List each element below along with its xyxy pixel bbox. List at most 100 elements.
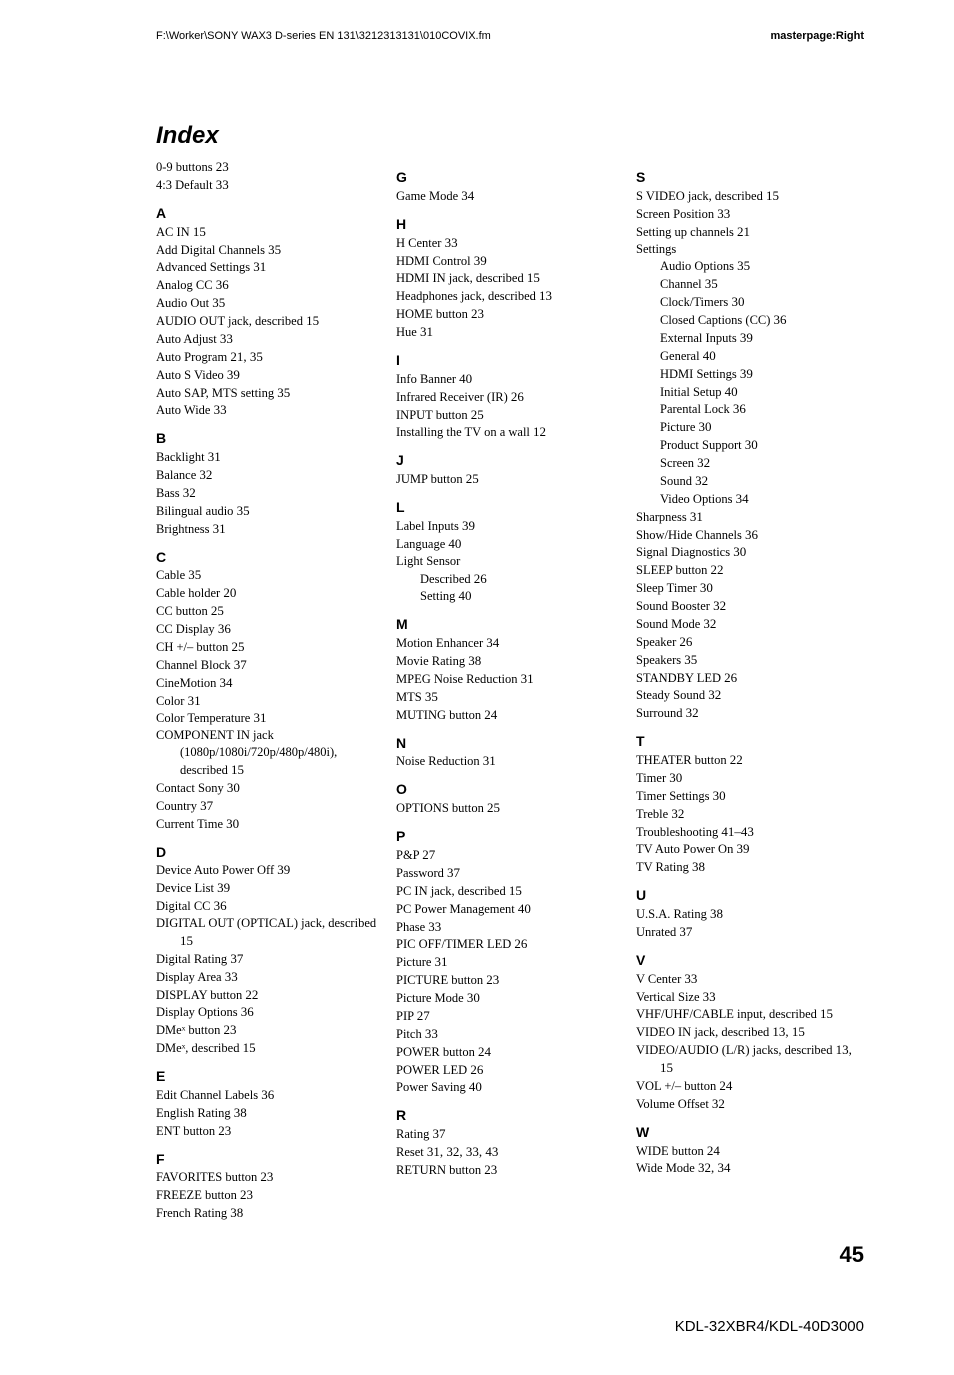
index-entry: Channel Block 37 bbox=[156, 656, 384, 674]
index-entry: Timer Settings 30 bbox=[636, 787, 864, 805]
index-entry: RETURN button 23 bbox=[396, 1161, 624, 1179]
index-entry: Infrared Receiver (IR) 26 bbox=[396, 388, 624, 406]
index-letter: E bbox=[156, 1067, 384, 1086]
index-letter: T bbox=[636, 732, 864, 751]
index-entry: Volume Offset 32 bbox=[636, 1095, 864, 1113]
index-entry: Auto S Video 39 bbox=[156, 366, 384, 384]
index-entry: Phase 33 bbox=[396, 918, 624, 936]
index-entry: JUMP button 25 bbox=[396, 470, 624, 488]
index-entry: Auto SAP, MTS setting 35 bbox=[156, 384, 384, 402]
index-entry: VIDEO/AUDIO (L/R) jacks, described 13, 1… bbox=[636, 1041, 864, 1077]
index-title: Index bbox=[156, 122, 864, 150]
index-entry: PICTURE button 23 bbox=[396, 971, 624, 989]
index-entry: PC IN jack, described 15 bbox=[396, 882, 624, 900]
index-entry: 4:3 Default 33 bbox=[156, 176, 384, 194]
index-entry: Password 37 bbox=[396, 864, 624, 882]
index-entry: TV Auto Power On 39 bbox=[636, 840, 864, 858]
index-entry: Language 40 bbox=[396, 535, 624, 553]
index-entry: Channel 35 bbox=[660, 275, 864, 293]
index-entry: DMeˣ button 23 bbox=[156, 1021, 384, 1039]
index-entry: MPEG Noise Reduction 31 bbox=[396, 670, 624, 688]
index-letter: F bbox=[156, 1150, 384, 1169]
index-entry: Sound 32 bbox=[660, 472, 864, 490]
index-entry: Display Area 33 bbox=[156, 968, 384, 986]
index-entry: Settings bbox=[636, 241, 864, 258]
index-entry: Power Saving 40 bbox=[396, 1078, 624, 1096]
index-entry: Signal Diagnostics 30 bbox=[636, 543, 864, 561]
index-entry: CC button 25 bbox=[156, 602, 384, 620]
index-entry: Device List 39 bbox=[156, 879, 384, 897]
index-entry: Rating 37 bbox=[396, 1125, 624, 1143]
index-letter: P bbox=[396, 827, 624, 846]
index-entry: Initial Setup 40 bbox=[660, 383, 864, 401]
index-letter: G bbox=[396, 168, 624, 187]
index-entry: Sleep Timer 30 bbox=[636, 579, 864, 597]
index-entry: Motion Enhancer 34 bbox=[396, 634, 624, 652]
index-entry: CC Display 36 bbox=[156, 620, 384, 638]
index-letter: S bbox=[636, 168, 864, 187]
index-letter: D bbox=[156, 843, 384, 862]
index-entry: Described 26 bbox=[420, 570, 624, 588]
index-columns: 0-9 buttons 234:3 Default 33AAC IN 15Add… bbox=[156, 158, 864, 1222]
index-entry: PIP 27 bbox=[396, 1007, 624, 1025]
index-entry: VHF/UHF/CABLE input, described 15 bbox=[636, 1005, 864, 1023]
index-entry: Wide Mode 32, 34 bbox=[636, 1159, 864, 1177]
index-entry: Bilingual audio 35 bbox=[156, 502, 384, 520]
index-entry: PIC OFF/TIMER LED 26 bbox=[396, 935, 624, 953]
index-letter: L bbox=[396, 498, 624, 517]
index-entry: Show/Hide Channels 36 bbox=[636, 526, 864, 544]
index-entry: AC IN 15 bbox=[156, 223, 384, 241]
column-1: 0-9 buttons 234:3 Default 33AAC IN 15Add… bbox=[156, 158, 384, 1222]
index-entry: Digital Rating 37 bbox=[156, 950, 384, 968]
index-letter: R bbox=[396, 1106, 624, 1125]
index-entry: Video Options 34 bbox=[660, 490, 864, 508]
index-entry: AUDIO OUT jack, described 15 bbox=[156, 312, 384, 330]
index-entry: U.S.A. Rating 38 bbox=[636, 905, 864, 923]
index-entry: Picture 30 bbox=[660, 418, 864, 436]
index-entry: Device Auto Power Off 39 bbox=[156, 861, 384, 879]
index-entry: DMeˣ, described 15 bbox=[156, 1039, 384, 1057]
index-letter: H bbox=[396, 215, 624, 234]
index-entry: COMPONENT IN jack (1080p/1080i/720p/480p… bbox=[156, 727, 384, 779]
index-entry: Contact Sony 30 bbox=[156, 779, 384, 797]
index-entry: FREEZE button 23 bbox=[156, 1186, 384, 1204]
index-entry: Auto Wide 33 bbox=[156, 401, 384, 419]
index-entry: V Center 33 bbox=[636, 970, 864, 988]
index-entry: Bass 32 bbox=[156, 484, 384, 502]
index-entry: Sound Booster 32 bbox=[636, 597, 864, 615]
index-entry: HDMI Settings 39 bbox=[660, 365, 864, 383]
index-entry: Picture 31 bbox=[396, 953, 624, 971]
index-entry: DIGITAL OUT (OPTICAL) jack, described 15 bbox=[156, 915, 384, 950]
index-entry: Add Digital Channels 35 bbox=[156, 241, 384, 259]
index-entry: OPTIONS button 25 bbox=[396, 799, 624, 817]
index-entry: HDMI IN jack, described 15 bbox=[396, 269, 624, 287]
model-footer: KDL-32XBR4/KDL-40D3000 bbox=[156, 1318, 864, 1335]
index-entry: Setting 40 bbox=[420, 587, 624, 605]
index-entry: Troubleshooting 41–43 bbox=[636, 823, 864, 841]
index-entry: MUTING button 24 bbox=[396, 706, 624, 724]
index-entry: Light Sensor bbox=[396, 553, 624, 570]
index-entry: Brightness 31 bbox=[156, 520, 384, 538]
index-entry: Country 37 bbox=[156, 797, 384, 815]
index-letter: N bbox=[396, 734, 624, 753]
index-entry: HDMI Control 39 bbox=[396, 252, 624, 270]
index-entry: Picture Mode 30 bbox=[396, 989, 624, 1007]
index-entry: Vertical Size 33 bbox=[636, 988, 864, 1006]
index-entry: English Rating 38 bbox=[156, 1104, 384, 1122]
page-number: 45 bbox=[156, 1242, 864, 1268]
index-entry: Installing the TV on a wall 12 bbox=[396, 423, 624, 441]
column-2: GGame Mode 34HH Center 33HDMI Control 39… bbox=[396, 158, 624, 1222]
index-letter: W bbox=[636, 1123, 864, 1142]
index-entry: S VIDEO jack, described 15 bbox=[636, 187, 864, 205]
index-entry: Info Banner 40 bbox=[396, 370, 624, 388]
index-entry: General 40 bbox=[660, 347, 864, 365]
index-entry: Auto Program 21, 35 bbox=[156, 348, 384, 366]
index-letter: O bbox=[396, 780, 624, 799]
index-entry: Clock/Timers 30 bbox=[660, 293, 864, 311]
index-entry: Auto Adjust 33 bbox=[156, 330, 384, 348]
index-entry: French Rating 38 bbox=[156, 1204, 384, 1222]
index-entry: Screen 32 bbox=[660, 454, 864, 472]
index-letter: V bbox=[636, 951, 864, 970]
index-letter: M bbox=[396, 615, 624, 634]
index-entry: Cable holder 20 bbox=[156, 584, 384, 602]
